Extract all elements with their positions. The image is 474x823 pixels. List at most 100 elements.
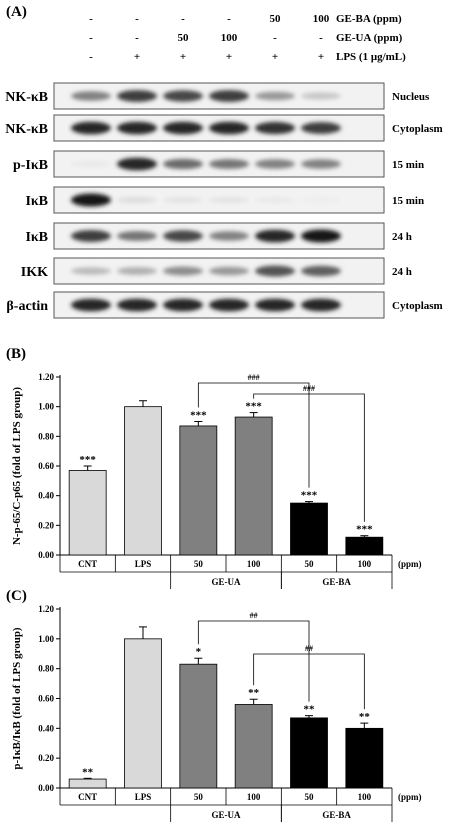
category-label: LPS: [135, 792, 152, 802]
category-label: CNT: [78, 792, 97, 802]
blot-protein-label: IκB: [25, 194, 48, 209]
comparison-bracket: [197, 382, 310, 488]
y-tick-label: 0.20: [38, 753, 54, 763]
blot-protein-label: IκB: [25, 230, 48, 245]
category-label: CNT: [78, 559, 97, 569]
panel-a-label: (A): [6, 4, 27, 20]
blot-band: [255, 298, 295, 312]
blot-note: Cytoplasm: [392, 300, 443, 312]
comparison-bracket: [197, 620, 310, 702]
blot-band: [163, 266, 203, 276]
condition-value: 50: [178, 32, 190, 44]
blot-band: [255, 229, 295, 243]
bar: [345, 727, 384, 789]
blot-protein-label: IKK: [21, 265, 48, 280]
condition-value: +: [272, 51, 278, 63]
western-blot-panel: (A) - - - - 50 100 GE-BA (ppm) - - 50 100 - - GE-UA (…: [5, 4, 443, 319]
chart-b: (B) 0.00 0.20 0.40 0.60 0.80 1.00 1.20 N-p-65/C…: [6, 346, 422, 589]
blot-row: NK-κB Nucleus: [5, 82, 430, 110]
bar: [234, 416, 273, 556]
blot-band: [209, 159, 249, 169]
significance-marker: ***: [79, 454, 96, 466]
blot-row: NK-κB Cytoplasm: [5, 114, 443, 142]
blot-band: [71, 91, 111, 101]
bar: [290, 502, 328, 556]
unit-label: (ppm): [398, 792, 422, 802]
comparison-bracket: [253, 393, 365, 522]
condition-value: +: [180, 51, 186, 63]
blot-band: [71, 121, 111, 135]
significance-marker: **: [304, 704, 316, 716]
blot-note: 15 min: [392, 159, 424, 171]
blot-protein-label: NK-κB: [5, 122, 48, 137]
bar: [179, 663, 218, 789]
comparison-label: ###: [248, 373, 260, 382]
condition-label: GE-UA (ppm): [336, 32, 403, 44]
blot-band: [163, 230, 203, 242]
condition-value: 100: [221, 32, 238, 44]
condition-value: -: [135, 32, 139, 44]
blot-band: [71, 230, 111, 242]
panel-c-label: (C): [6, 588, 27, 604]
blot-band: [255, 159, 295, 169]
category-label: 50: [194, 559, 204, 569]
condition-value: +: [318, 51, 324, 63]
blot-band: [117, 121, 157, 135]
y-tick-label: 1.20: [38, 604, 54, 614]
condition-value: +: [134, 51, 140, 63]
condition-value: -: [89, 13, 93, 25]
condition-value: -: [135, 13, 139, 25]
blot-band: [255, 265, 295, 277]
blot-band: [163, 158, 203, 170]
condition-value: -: [89, 51, 93, 63]
blot-row: β-actin Cytoplasm: [6, 291, 443, 319]
blot-note: 24 h: [392, 231, 412, 243]
blot-row: IκB 15 min: [25, 186, 424, 214]
significance-marker: *: [196, 646, 202, 658]
y-axis-label: N-p-65/C-p65 (fold of LPS group): [11, 387, 23, 545]
blot-protein-label: p-IκB: [13, 158, 48, 173]
group-label: GE-BA: [322, 810, 351, 820]
condition-label: LPS (1 μg/mL): [336, 51, 406, 63]
blot-band: [301, 122, 341, 134]
y-axis-label: p-IκB/IκB (fold of LPS group): [11, 627, 23, 770]
significance-marker: ***: [190, 410, 207, 422]
bar: [68, 778, 107, 789]
y-tick-label: 1.00: [38, 402, 54, 412]
group-label: GE-BA: [322, 577, 351, 587]
category-label: 50: [305, 792, 315, 802]
blot-band: [117, 298, 157, 312]
blot-band: [71, 193, 111, 207]
y-tick-label: 1.20: [38, 372, 54, 382]
comparison-bracket: [253, 653, 365, 710]
category-label: 50: [194, 792, 204, 802]
condition-value: -: [89, 32, 93, 44]
blot-band: [209, 121, 249, 135]
bar: [290, 717, 328, 789]
comparison-label: ##: [305, 644, 313, 653]
condition-value: 50: [270, 13, 282, 25]
blot-note: 24 h: [392, 266, 412, 278]
y-tick-label: 0.00: [38, 550, 54, 560]
category-label: 100: [247, 792, 261, 802]
category-label: 100: [358, 559, 372, 569]
group-label: GE-UA: [212, 810, 242, 820]
condition-value: -: [273, 32, 277, 44]
blot-band: [117, 231, 157, 241]
blot-band: [255, 91, 295, 101]
blot-row: p-IκB 15 min: [13, 150, 424, 178]
y-tick-label: 0.40: [38, 723, 54, 733]
blot-band: [209, 197, 249, 203]
blot-row: IκB 24 h: [25, 222, 412, 250]
blot-band: [117, 196, 157, 204]
treatment-conditions-table: - - - - 50 100 GE-BA (ppm) - - 50 100 - - GE-UA (ppm)…: [89, 13, 406, 63]
blot-band: [71, 161, 111, 167]
condition-value: -: [227, 13, 231, 25]
condition-value: -: [319, 32, 323, 44]
blot-band: [209, 90, 249, 102]
bar: [234, 704, 273, 789]
blot-band: [117, 157, 157, 171]
chart-c: (C) 0.00 0.20 0.40 0.60 0.80 1.00 1.20 p-IκB/Iκ…: [6, 588, 422, 822]
blot-band: [209, 298, 249, 312]
blot-band: [163, 90, 203, 102]
